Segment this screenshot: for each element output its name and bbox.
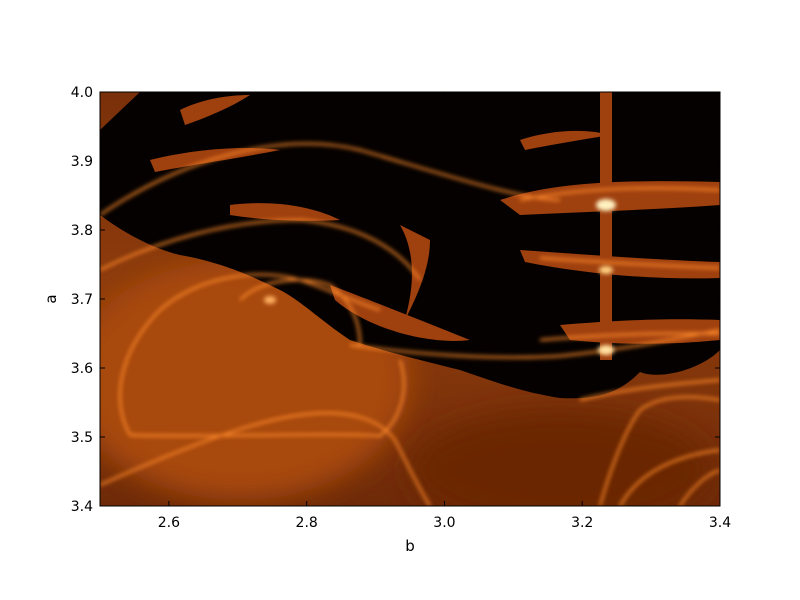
y-axis-label: a — [42, 294, 60, 303]
y-tick-label: 3.8 — [71, 223, 93, 239]
y-tick-label: 4.0 — [71, 85, 93, 101]
bifurcation-curves — [100, 142, 720, 506]
x-tick-label: 2.6 — [158, 515, 180, 531]
y-tick-label: 3.5 — [71, 430, 93, 446]
hot-spots — [264, 199, 616, 355]
x-tick-label: 3.0 — [433, 515, 455, 531]
periodic-windows — [150, 92, 720, 360]
x-tick-label: 2.8 — [296, 515, 318, 531]
y-tick-label: 3.9 — [71, 154, 93, 170]
y-axis-ticks: 3.4 3.5 3.6 3.7 3.8 3.9 4.0 — [71, 85, 720, 515]
x-axis-label: b — [405, 537, 415, 555]
y-tick-label: 3.6 — [71, 361, 93, 377]
y-tick-label: 3.4 — [71, 499, 93, 515]
heatmap-dark-band — [410, 410, 710, 506]
x-axis-ticks: 2.6 2.8 3.0 3.2 3.4 — [158, 92, 731, 531]
heatmap-image — [100, 92, 720, 506]
y-tick-label: 3.7 — [71, 292, 93, 308]
x-tick-label: 3.4 — [709, 515, 731, 531]
x-tick-label: 3.2 — [571, 515, 593, 531]
